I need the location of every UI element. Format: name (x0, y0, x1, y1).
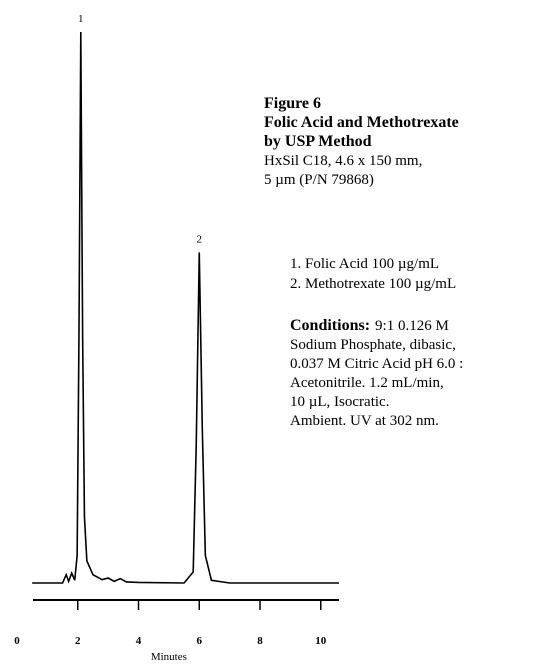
conditions-text: 0.037 M Citric Acid pH 6.0 : (290, 356, 463, 372)
x-tick-label: 6 (197, 635, 203, 647)
peak-label: 1 (78, 13, 84, 25)
conditions-text: Acetonitrile. 1.2 mL/min, (290, 375, 444, 391)
conditions-text: 10 µL, Isocratic. (290, 394, 389, 410)
x-tick-label: 10 (315, 635, 327, 647)
column-info: 5 µm (P/N 79868) (264, 172, 374, 188)
peak-entry: 1. Folic Acid 100 µg/mL (290, 256, 439, 272)
column-info: HxSil C18, 4.6 x 150 mm, (264, 153, 422, 169)
x-tick-label: 8 (257, 635, 263, 647)
peak-label: 2 (197, 233, 203, 245)
conditions-text: Sodium Phosphate, dibasic, (290, 337, 456, 353)
figure-label: Figure 6 (264, 95, 321, 112)
x-tick-label: 2 (75, 635, 81, 647)
conditions-line: Conditions: 9:1 0.126 M (290, 317, 449, 334)
conditions-text: Ambient. UV at 302 nm. (290, 413, 439, 429)
conditions-text: 9:1 0.126 M (375, 318, 449, 334)
figure-title: by USP Method (264, 133, 372, 150)
x-tick-label: 0 (14, 635, 20, 647)
conditions-label: Conditions: (290, 317, 370, 334)
x-tick-label: 4 (136, 635, 142, 647)
peak-entry: 2. Methotrexate 100 µg/mL (290, 276, 456, 292)
trace (32, 31, 339, 584)
figure-title: Folic Acid and Methotrexate (264, 114, 459, 131)
x-axis-label: Minutes (151, 651, 187, 663)
